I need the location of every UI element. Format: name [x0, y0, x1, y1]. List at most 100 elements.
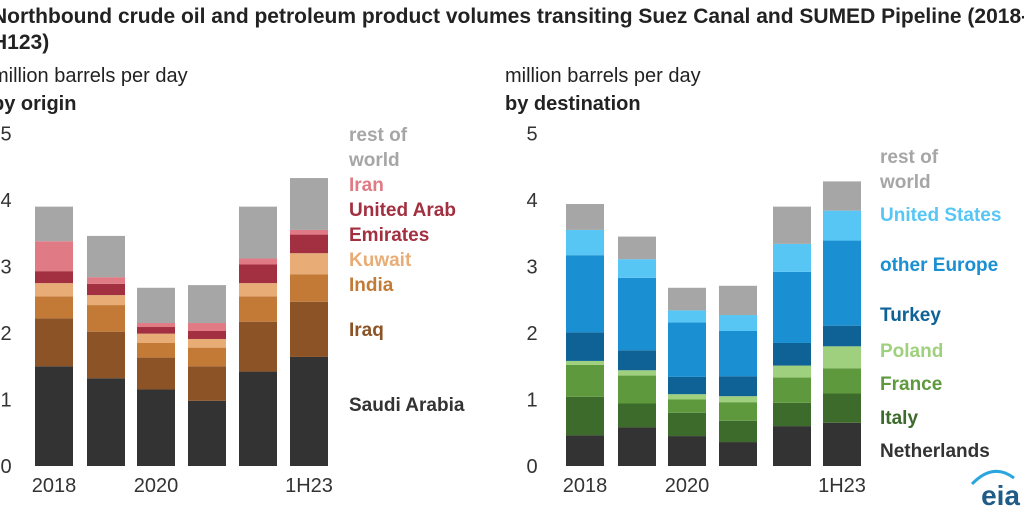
bar-segment-origin [87, 331, 125, 379]
bar-segment-origin [137, 357, 175, 390]
bar-segment-origin [239, 371, 277, 466]
legend-label-destination: rest of world [879, 147, 939, 193]
bar-segment-origin [290, 234, 328, 254]
legend-label-origin: United Arab Emirates [349, 200, 456, 246]
bar-segment-destination [773, 271, 811, 343]
bar-segment-origin [35, 271, 73, 284]
bar-segment-destination [719, 420, 757, 443]
y-tick-label-destination: 5 [526, 124, 537, 146]
bar-segment-destination [668, 310, 706, 323]
bar-segment-destination [773, 243, 811, 272]
bar-segment-destination [566, 255, 604, 333]
bar-segment-destination [823, 393, 861, 423]
legend-label-line: Emirates [349, 225, 429, 246]
bar-segment-destination [618, 350, 656, 371]
unit-label-destination: million barrels per day [505, 65, 701, 87]
legend-label-destination: Netherlands [880, 441, 990, 462]
y-tick-label-origin: 2 [0, 323, 11, 345]
y-tick-label-destination: 2 [526, 323, 537, 345]
eia-logo: eia [981, 480, 1020, 511]
bar-segment-origin [188, 331, 226, 339]
y-tick-label-origin: 0 [0, 456, 11, 478]
x-tick-label-origin: 2018 [32, 475, 77, 497]
bar-segment-origin [290, 274, 328, 302]
bar-segment-origin [35, 366, 73, 466]
bar-segment-destination [773, 342, 811, 366]
bar-segment-destination [719, 396, 757, 403]
x-tick-label-destination: 1H23 [818, 475, 866, 497]
y-tick-label-origin: 1 [0, 390, 11, 412]
legend-label-destination: Italy [880, 408, 918, 429]
bar-segment-destination [773, 426, 811, 466]
bar-segment-destination [566, 360, 604, 365]
bar-segment-destination [773, 402, 811, 427]
legend-label-origin: Iraq [349, 320, 384, 341]
x-tick-label-origin: 1H23 [285, 475, 333, 497]
bar-segment-destination [719, 402, 757, 421]
bar-segment-destination [566, 332, 604, 361]
bar-segment-destination [823, 240, 861, 326]
bar-segment-destination [823, 346, 861, 369]
bar-segment-destination [719, 315, 757, 332]
bar-segment-origin [290, 301, 328, 357]
bar-segment-destination [719, 442, 757, 466]
bar-segment-origin [290, 229, 328, 235]
bar-segment-destination [618, 259, 656, 278]
bar-segment-origin [87, 305, 125, 332]
y-tick-label-destination: 3 [526, 257, 537, 279]
bar-segment-destination [618, 375, 656, 404]
bar-segment-origin [35, 241, 73, 272]
bar-segment-destination [668, 412, 706, 437]
bar-segment-origin [87, 295, 125, 306]
legend-label-origin: India [349, 275, 394, 296]
eia-logo-arc [970, 469, 1015, 486]
bar-segment-destination [618, 236, 656, 260]
bar-segment-origin [239, 296, 277, 322]
bar-segment-destination [773, 377, 811, 403]
legend-label-origin: rest of world [348, 125, 408, 171]
bar-segment-destination [773, 206, 811, 244]
bar-segment-origin [290, 253, 328, 275]
bar-segment-destination [823, 325, 861, 347]
bar-segment-origin [87, 277, 125, 284]
bar-segment-destination [668, 287, 706, 311]
legend-label-origin: Kuwait [349, 250, 412, 271]
bar-segment-destination [668, 399, 706, 413]
bar-segment-origin [35, 318, 73, 367]
bar-segment-destination [823, 210, 861, 241]
bar-segment-destination [566, 435, 604, 466]
bar-segment-destination [719, 376, 757, 397]
bar-segment-destination [618, 277, 656, 351]
legend-label-origin: Saudi Arabia [349, 395, 465, 416]
bar-segment-origin [137, 389, 175, 466]
bar-segment-destination [668, 376, 706, 395]
bar-segment-origin [290, 356, 328, 466]
y-tick-label-origin: 5 [0, 124, 11, 146]
legend-label-line: rest of [880, 147, 939, 168]
bar-segment-origin [188, 347, 226, 367]
bar-segment-origin [239, 206, 277, 259]
bar-segment-destination [823, 181, 861, 211]
bar-segment-origin [137, 287, 175, 324]
bar-segment-origin [188, 400, 226, 466]
legend-label-line: rest of [349, 125, 408, 146]
bar-segment-origin [188, 338, 226, 348]
x-tick-label-destination: 2020 [665, 475, 710, 497]
bar-segment-destination [719, 285, 757, 316]
bar-segment-origin [137, 333, 175, 343]
bar-segment-origin [239, 264, 277, 284]
legend-label-destination: France [880, 374, 942, 395]
bar-segment-origin [137, 342, 175, 358]
legend-label-line: world [879, 172, 931, 193]
legend-label-destination: Poland [880, 341, 943, 362]
chart-title: Northbound crude oil and petroleum produ… [0, 5, 1024, 54]
x-tick-label-destination: 2018 [563, 475, 608, 497]
bar-segment-destination [668, 322, 706, 377]
bar-segment-origin [239, 258, 277, 265]
bar-segment-origin [35, 206, 73, 242]
y-tick-label-destination: 4 [526, 190, 537, 212]
y-tick-label-origin: 3 [0, 257, 11, 279]
legend-label-destination: United States [880, 205, 1001, 226]
bar-segment-destination [719, 331, 757, 377]
unit-label-origin: million barrels per day [0, 65, 188, 87]
